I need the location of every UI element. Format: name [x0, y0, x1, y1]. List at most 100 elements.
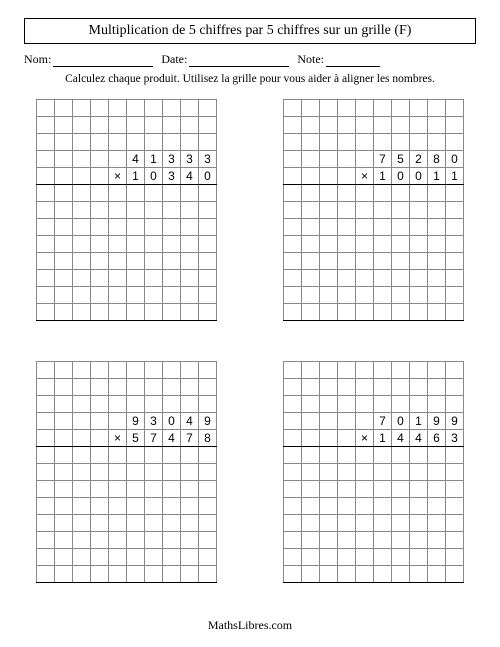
- grid-cell: [374, 362, 392, 379]
- grid-cell: [392, 379, 410, 396]
- grid-cell: [127, 498, 145, 515]
- grid-cell: [428, 515, 446, 532]
- grid-cell: [127, 447, 145, 464]
- grid-cell: [356, 151, 374, 168]
- grid-cell: 0: [199, 168, 217, 185]
- grid-cell: [374, 379, 392, 396]
- grid-cell: [428, 362, 446, 379]
- grid-cell: [356, 304, 374, 321]
- grid-cell: [199, 362, 217, 379]
- grid-cell: [302, 253, 320, 270]
- grid-cell: [37, 304, 55, 321]
- grid-cell: [320, 447, 338, 464]
- grid-cell: [91, 134, 109, 151]
- grid-cell: [91, 532, 109, 549]
- grid-cell: [109, 413, 127, 430]
- grid-cell: [428, 185, 446, 202]
- grid-cell: [145, 304, 163, 321]
- grid-cell: [446, 287, 464, 304]
- grid-cell: [127, 185, 145, 202]
- grid-cell: [109, 151, 127, 168]
- grid-cell: [73, 202, 91, 219]
- grid-cell: [37, 100, 55, 117]
- grid-cell: [338, 117, 356, 134]
- grid-cell: [37, 481, 55, 498]
- grid-cell: 4: [181, 413, 199, 430]
- grid-cell: [392, 287, 410, 304]
- grid-cell: [338, 396, 356, 413]
- grid-cell: 1: [428, 168, 446, 185]
- date-label: Date:: [161, 52, 187, 67]
- grid-cell: [320, 219, 338, 236]
- grid-cell: [199, 304, 217, 321]
- grid-cell: 4: [181, 168, 199, 185]
- grid-cell: [338, 447, 356, 464]
- grid-cell: [284, 464, 302, 481]
- grid-cell: [73, 134, 91, 151]
- grid-cell: [73, 379, 91, 396]
- grid-cell: [374, 100, 392, 117]
- grid-cell: [91, 549, 109, 566]
- grid-cell: [91, 447, 109, 464]
- grid-cell: [199, 566, 217, 583]
- grid-cell: [127, 481, 145, 498]
- grid-cell: [374, 498, 392, 515]
- grid-cell: [91, 185, 109, 202]
- grid-cell: [199, 202, 217, 219]
- grid-cell: [284, 549, 302, 566]
- grid-cell: [392, 549, 410, 566]
- grid-cell: 3: [446, 430, 464, 447]
- grid-cell: [392, 100, 410, 117]
- grid-cell: [55, 202, 73, 219]
- grid-cell: 7: [145, 430, 163, 447]
- grid-cell: [284, 379, 302, 396]
- grid-cell: [55, 549, 73, 566]
- grid-cell: [37, 413, 55, 430]
- grid-cell: [145, 498, 163, 515]
- grid-cell: 5: [127, 430, 145, 447]
- grid-cell: [446, 253, 464, 270]
- date-field[interactable]: [189, 54, 289, 67]
- grid-cell: [428, 202, 446, 219]
- grid-cell: [181, 219, 199, 236]
- grid-cell: [284, 430, 302, 447]
- note-label: Note:: [297, 52, 324, 67]
- grid-cell: [55, 498, 73, 515]
- grid-cell: [302, 270, 320, 287]
- grid-cell: [302, 287, 320, 304]
- grid-cell: [109, 549, 127, 566]
- grid-cell: ×: [109, 168, 127, 185]
- grid-cell: 7: [374, 151, 392, 168]
- grid-cell: [91, 253, 109, 270]
- grid-cell: [302, 134, 320, 151]
- grid-cell: [91, 168, 109, 185]
- grid-cell: 3: [145, 413, 163, 430]
- grid-cell: [284, 566, 302, 583]
- grid-cell: [163, 236, 181, 253]
- grid-cell: [410, 481, 428, 498]
- grid-cell: [127, 202, 145, 219]
- grid-cell: [338, 100, 356, 117]
- grid-cell: [145, 134, 163, 151]
- grid-cell: [392, 532, 410, 549]
- note-field[interactable]: [326, 54, 380, 67]
- grid-cell: [320, 236, 338, 253]
- grid-cell: [338, 304, 356, 321]
- grid-cell: [163, 304, 181, 321]
- nom-field[interactable]: [53, 54, 153, 67]
- grid-cell: [73, 304, 91, 321]
- grid-cell: [145, 185, 163, 202]
- grid-cell: [91, 413, 109, 430]
- grid-cell: [55, 481, 73, 498]
- grid-cell: [284, 236, 302, 253]
- grid-cell: [374, 287, 392, 304]
- grid-cell: [410, 185, 428, 202]
- grid-cell: [55, 566, 73, 583]
- grid-cell: [37, 168, 55, 185]
- grid-cell: [73, 253, 91, 270]
- grid-cell: [37, 447, 55, 464]
- grid-cell: [127, 117, 145, 134]
- grid-cell: [109, 100, 127, 117]
- grid-cell: [163, 379, 181, 396]
- grid-cell: [109, 117, 127, 134]
